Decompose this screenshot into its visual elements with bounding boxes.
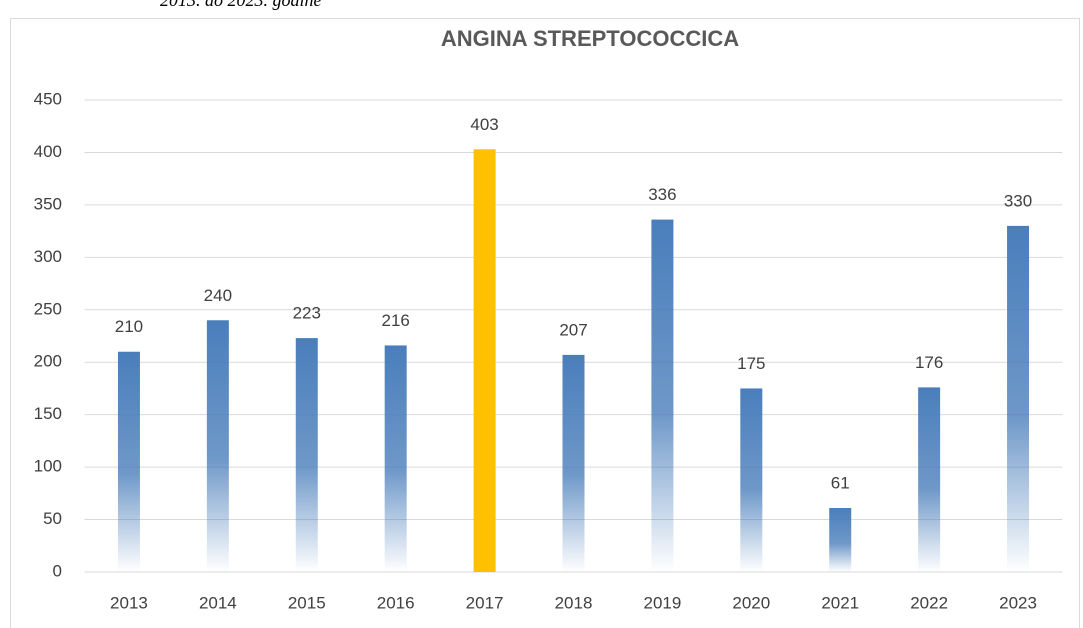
y-tick-label: 400 xyxy=(34,142,62,161)
x-tick-label: 2022 xyxy=(910,593,948,612)
data-label: 336 xyxy=(648,185,676,204)
bar xyxy=(384,345,407,572)
data-label: 216 xyxy=(381,311,409,330)
x-tick-label: 2017 xyxy=(466,593,504,612)
bar xyxy=(295,338,318,572)
bar xyxy=(918,387,941,572)
data-label: 210 xyxy=(115,317,143,336)
x-tick-label: 2019 xyxy=(643,593,681,612)
x-tick-label: 2018 xyxy=(555,593,593,612)
data-label: 403 xyxy=(470,115,498,134)
bar xyxy=(117,351,140,572)
x-tick-label: 2020 xyxy=(732,593,770,612)
y-tick-label: 450 xyxy=(34,89,62,108)
bar xyxy=(473,149,496,572)
y-tick-label: 200 xyxy=(34,352,62,371)
bar xyxy=(1007,225,1030,572)
chart-border xyxy=(10,18,1080,628)
data-label: 176 xyxy=(915,353,943,372)
x-tick-label: 2023 xyxy=(999,593,1037,612)
data-label: 207 xyxy=(559,320,587,339)
data-label: 223 xyxy=(293,304,321,323)
bar xyxy=(206,320,229,572)
y-tick-label: 50 xyxy=(43,509,62,528)
data-label: 175 xyxy=(737,354,765,373)
y-tick-label: 100 xyxy=(34,457,62,476)
bar xyxy=(829,508,852,572)
y-tick-label: 350 xyxy=(34,194,62,213)
x-tick-label: 2015 xyxy=(288,593,326,612)
bar xyxy=(651,219,674,572)
caption: 2013. do 2023. godine xyxy=(160,0,322,10)
x-tick-label: 2013 xyxy=(110,593,148,612)
x-tick-label: 2014 xyxy=(199,593,237,612)
bar xyxy=(562,354,585,572)
chart-title: ANGINA STREPTOCOCCICA xyxy=(441,26,739,51)
data-label: 240 xyxy=(204,286,232,305)
x-tick-label: 2016 xyxy=(377,593,415,612)
bar xyxy=(740,388,763,572)
y-tick-label: 250 xyxy=(34,299,62,318)
y-tick-label: 0 xyxy=(53,561,62,580)
y-tick-label: 150 xyxy=(34,404,62,423)
y-tick-label: 300 xyxy=(34,247,62,266)
x-tick-label: 2021 xyxy=(821,593,859,612)
data-label: 61 xyxy=(831,474,850,493)
data-label: 330 xyxy=(1004,191,1032,210)
